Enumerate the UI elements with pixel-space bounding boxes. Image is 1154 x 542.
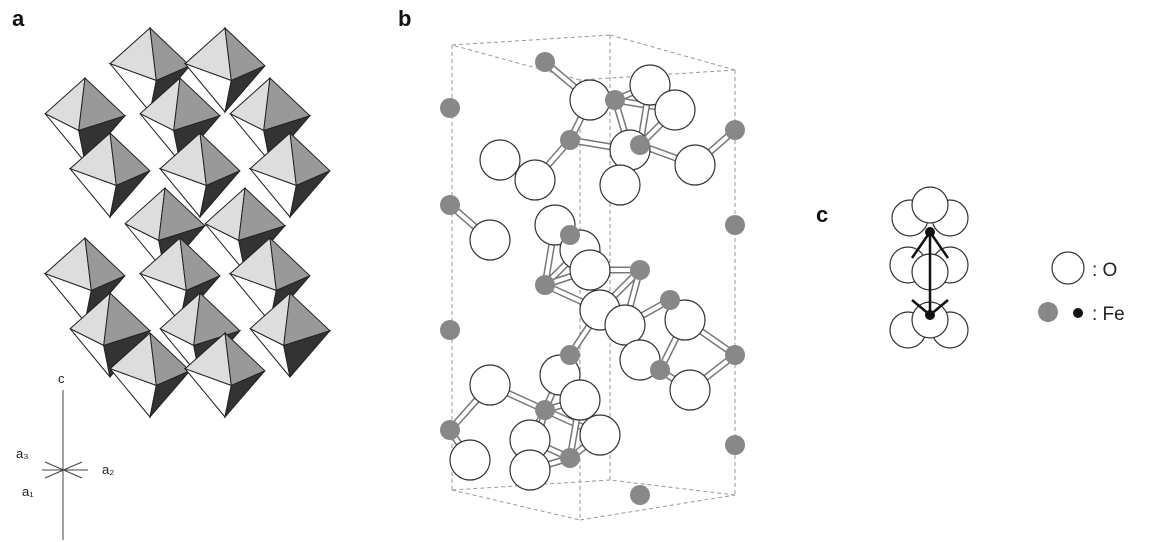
legend (1038, 252, 1084, 322)
oxygen-atom (670, 370, 710, 410)
iron-atom (630, 260, 650, 280)
octahedron-face (125, 188, 165, 241)
oxygen-atom (560, 380, 600, 420)
iron-atom (560, 225, 580, 245)
oxygen-atom (450, 440, 490, 480)
iron-atom (535, 400, 555, 420)
iron-atom (440, 420, 460, 440)
oxygen-atom (480, 140, 520, 180)
oxygen-atom (655, 90, 695, 130)
oxygen-atom (570, 250, 610, 290)
iron-atom (660, 290, 680, 310)
axis-label: a₁ (22, 484, 34, 499)
axis-label: a₂ (102, 462, 114, 477)
iron-atom (535, 52, 555, 72)
iron-atom (440, 320, 460, 340)
iron-atom (630, 135, 650, 155)
panel-a (45, 28, 330, 417)
cell-edge (452, 490, 580, 520)
legend-label: : O (1092, 260, 1117, 281)
iron-atom (650, 360, 670, 380)
iron-atom (725, 435, 745, 455)
oxygen-atom (510, 450, 550, 490)
oxygen-atom (912, 187, 948, 223)
panel-label: a (12, 6, 25, 31)
panel-label: b (398, 6, 411, 31)
axis-glyph (42, 390, 88, 540)
oxygen-atom (570, 80, 610, 120)
panel-c (890, 187, 968, 348)
cell-edge (610, 35, 735, 70)
iron-atom (725, 345, 745, 365)
oxygen-atom (605, 305, 645, 345)
iron-atom (560, 130, 580, 150)
legend-label: : Fe (1092, 304, 1125, 325)
cell-edge (610, 480, 735, 495)
iron-atom (440, 195, 460, 215)
octahedron-face (45, 78, 85, 131)
axis-label: a₃ (16, 446, 29, 461)
panel-b (440, 35, 745, 520)
oxygen-atom (580, 415, 620, 455)
iron-atom (725, 215, 745, 235)
iron-atom (925, 310, 935, 320)
iron-atom (925, 227, 935, 237)
figure: a b c c a₃ a₂ a₁ : O : Fe (0, 0, 1154, 542)
iron-atom (630, 485, 650, 505)
oxygen-atom (470, 220, 510, 260)
iron-atom (560, 345, 580, 365)
panel-label: c (816, 202, 828, 227)
oxygen-atom (600, 165, 640, 205)
axis-label: c (58, 371, 65, 386)
iron-atom (440, 98, 460, 118)
oxygen-atom (675, 145, 715, 185)
iron-atom (535, 275, 555, 295)
cell-edge (580, 495, 735, 520)
iron-atom (605, 90, 625, 110)
oxygen-atom (470, 365, 510, 405)
iron-atom (560, 448, 580, 468)
oxygen-atom (515, 160, 555, 200)
cell-edge (452, 35, 610, 45)
iron-atom (725, 120, 745, 140)
